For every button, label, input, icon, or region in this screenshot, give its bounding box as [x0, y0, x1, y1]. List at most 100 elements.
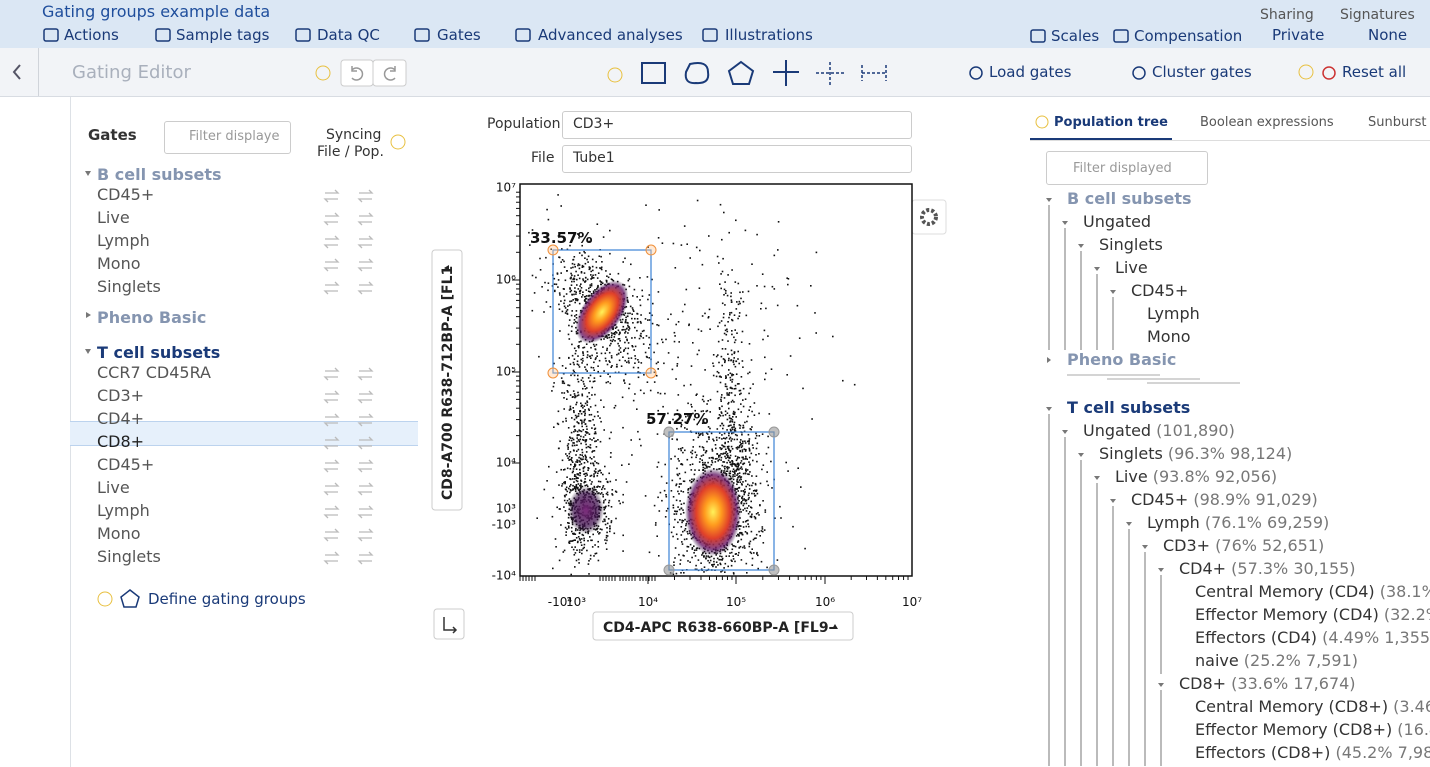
event-dot: [627, 360, 630, 362]
gate-item[interactable]: CD3+: [97, 386, 145, 405]
event-dot: [573, 263, 576, 266]
tree-node[interactable]: Effector Memory (CD4) (32.2% 9: [1195, 605, 1430, 624]
event-dot: [633, 288, 636, 291]
tree-node[interactable]: Effector Memory (CD8+) (16.4%: [1195, 720, 1430, 739]
tree-node[interactable]: B cell subsets: [1067, 189, 1192, 208]
menu-item[interactable]: Compensation: [1134, 27, 1243, 45]
event-dot: [593, 450, 596, 452]
define-groups[interactable]: Define gating groups: [148, 590, 306, 608]
gate-item[interactable]: Mono: [97, 254, 141, 273]
tree-node[interactable]: Central Memory (CD8+) (3.46%: [1195, 697, 1430, 716]
tree-node[interactable]: Live: [1115, 258, 1148, 277]
toolbar-action[interactable]: Load gates: [989, 63, 1072, 81]
event-dot: [702, 466, 705, 469]
signatures-value[interactable]: None: [1368, 26, 1408, 44]
tab[interactable]: Boolean expressions: [1200, 115, 1334, 130]
tree-node[interactable]: Ungated: [1083, 212, 1151, 231]
filter-input[interactable]: [164, 121, 291, 154]
event-dot: [771, 285, 774, 288]
group-name[interactable]: B cell subsets: [97, 165, 222, 184]
settings-button[interactable]: [911, 199, 947, 235]
gate[interactable]: 33.57%: [530, 229, 657, 379]
y-label-box[interactable]: [431, 249, 463, 511]
gate-item[interactable]: Mono: [97, 524, 141, 543]
group-name[interactable]: Pheno Basic: [97, 308, 207, 327]
event-dot: [631, 337, 633, 339]
tree-node[interactable]: Mono: [1147, 327, 1191, 346]
tree-node[interactable]: naive (25.2% 7,591): [1195, 651, 1358, 670]
undo-button[interactable]: [340, 59, 374, 87]
tree-node[interactable]: Singlets (96.3% 98,124): [1099, 444, 1292, 463]
gate-item[interactable]: CD8+: [97, 432, 145, 451]
back-icon[interactable]: [12, 64, 21, 80]
event-dot: [567, 391, 569, 393]
x-label-box[interactable]: [592, 611, 854, 641]
sharing-value[interactable]: Private: [1272, 26, 1325, 44]
event-dot: [727, 403, 729, 405]
population-select[interactable]: [562, 111, 912, 139]
file-select[interactable]: [562, 145, 912, 173]
tree-node[interactable]: CD45+: [1131, 281, 1188, 300]
toolbar-action[interactable]: Reset all: [1342, 63, 1407, 81]
menu-item[interactable]: Actions: [64, 26, 119, 44]
ellipse-tool[interactable]: [684, 62, 710, 85]
redo-button[interactable]: [372, 59, 407, 87]
event-dot: [732, 431, 735, 434]
toolbar-action[interactable]: Cluster gates: [1152, 63, 1252, 81]
event-dot: [576, 363, 579, 365]
tab[interactable]: Population tree: [1054, 115, 1168, 130]
event-dot: [563, 481, 565, 484]
event-dot: [574, 463, 576, 465]
event-dot: [543, 488, 546, 491]
gate-item[interactable]: Singlets: [97, 277, 161, 296]
menu-item[interactable]: Scales: [1051, 27, 1100, 45]
tree-node[interactable]: T cell subsets: [1067, 398, 1190, 417]
menu-item[interactable]: Gates: [437, 26, 481, 44]
tree-node[interactable]: Effectors (CD4) (4.49% 1,355): [1195, 628, 1430, 647]
gate-item[interactable]: Lymph: [97, 231, 150, 250]
gate-item[interactable]: CD45+: [97, 185, 155, 204]
tree-node[interactable]: Effectors (CD8+) (45.2% 7,984): [1195, 743, 1430, 762]
tab[interactable]: Sunburst v: [1368, 115, 1430, 130]
event-dot: [565, 453, 567, 455]
polygon-tool[interactable]: [727, 60, 755, 85]
gate-item[interactable]: Singlets: [97, 547, 161, 566]
quadrant-tool[interactable]: [773, 60, 799, 86]
event-dot: [744, 442, 747, 444]
swap-axes-button[interactable]: [433, 608, 465, 640]
tree-node[interactable]: Singlets: [1099, 235, 1163, 254]
event-dot: [587, 432, 589, 434]
event-dot: [582, 294, 584, 296]
event-dot: [730, 424, 732, 427]
tree-node[interactable]: CD4+ (57.3% 30,155): [1179, 559, 1356, 578]
tree-node[interactable]: Central Memory (CD4) (38.1% 1: [1195, 582, 1430, 601]
range-tool[interactable]: [861, 65, 887, 81]
tree-node[interactable]: Ungated (101,890): [1083, 421, 1235, 440]
tree-filter[interactable]: [1046, 151, 1208, 185]
gate-item[interactable]: Live: [97, 478, 130, 497]
event-dot: [663, 489, 666, 492]
gate-item[interactable]: Lymph: [97, 501, 150, 520]
menu-item[interactable]: Illustrations: [725, 26, 813, 44]
tree-node[interactable]: Pheno Basic: [1067, 350, 1176, 369]
gate[interactable]: 57.27%: [646, 410, 780, 576]
gate-item[interactable]: CCR7 CD45RA: [97, 363, 211, 382]
rect-tool[interactable]: [641, 62, 666, 84]
info-icon: [1298, 64, 1314, 80]
tree-node[interactable]: CD45+ (98.9% 91,029): [1131, 490, 1318, 509]
gate-item[interactable]: Live: [97, 208, 130, 227]
split-tool[interactable]: [816, 62, 844, 86]
gate-item[interactable]: CD45+: [97, 455, 155, 474]
group-name[interactable]: T cell subsets: [97, 343, 221, 362]
event-dot: [762, 500, 764, 502]
menu-item[interactable]: Advanced analyses: [538, 26, 683, 44]
menu-item[interactable]: Sample tags: [176, 26, 270, 44]
tree-node[interactable]: CD8+ (33.6% 17,674): [1179, 674, 1356, 693]
event-dot: [586, 258, 588, 261]
tree-node[interactable]: Lymph (76.1% 69,259): [1147, 513, 1329, 532]
tree-node[interactable]: Lymph: [1147, 304, 1200, 323]
tree-node[interactable]: Live (93.8% 92,056): [1115, 467, 1277, 486]
gate-item[interactable]: CD4+: [97, 409, 145, 428]
menu-item[interactable]: Data QC: [317, 26, 380, 44]
tree-node[interactable]: CD3+ (76% 52,651): [1163, 536, 1324, 555]
